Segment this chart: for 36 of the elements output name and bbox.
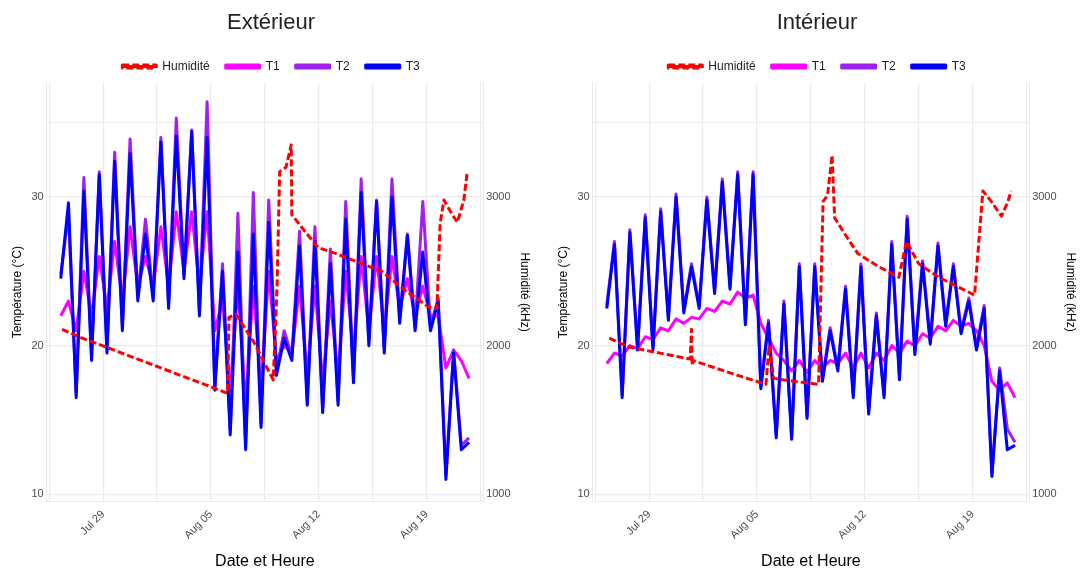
x-tick-label: Jul 29 (623, 507, 653, 537)
y-tick-label: 10 (31, 487, 44, 500)
y2-tick-label: 1000 (1032, 487, 1057, 500)
x-tick-label: Aug 12 (289, 507, 323, 541)
x-tick-label: Aug 05 (727, 507, 761, 541)
y-tick-label: 20 (577, 338, 590, 351)
x-tick-label: Aug 19 (943, 507, 977, 541)
y2-tick-label: 2000 (1032, 338, 1057, 351)
y2-tick-label: 2000 (486, 338, 511, 351)
legend-label: T1 (811, 58, 826, 73)
legend-label: T2 (335, 58, 350, 73)
y-tick-label: 30 (577, 189, 590, 202)
y2-axis-title: Humidité (kHz) (1064, 252, 1079, 332)
x-tick-label: Aug 12 (835, 507, 869, 541)
y-axis-title: Température (°C) (555, 246, 570, 339)
y-axis-title: Température (°C) (9, 246, 24, 339)
x-tick-label: Aug 19 (397, 507, 431, 541)
y2-axis-title: Humidité (kHz) (518, 252, 533, 332)
chart-title: Extérieur (226, 9, 316, 35)
x-axis-title: Date et Heure (761, 551, 861, 569)
y-tick-label: 30 (31, 189, 44, 202)
x-tick-label: Jul 29 (77, 507, 107, 537)
x-axis-title: Date et Heure (215, 551, 315, 569)
legend-label: T3 (405, 58, 421, 73)
y-tick-label: 20 (31, 338, 44, 351)
legend-label: Humidité (162, 58, 210, 73)
legend-label: T1 (265, 58, 280, 73)
chart-title: Intérieur (776, 9, 858, 35)
legend-label: T3 (951, 58, 967, 73)
y-tick-label: 10 (577, 487, 590, 500)
y2-tick-label: 1000 (486, 487, 511, 500)
y2-tick-label: 3000 (486, 189, 511, 202)
legend-label: Humidité (708, 58, 756, 73)
x-tick-label: Aug 05 (181, 507, 215, 541)
legend-label: T2 (881, 58, 896, 73)
y2-tick-label: 3000 (1032, 189, 1057, 202)
